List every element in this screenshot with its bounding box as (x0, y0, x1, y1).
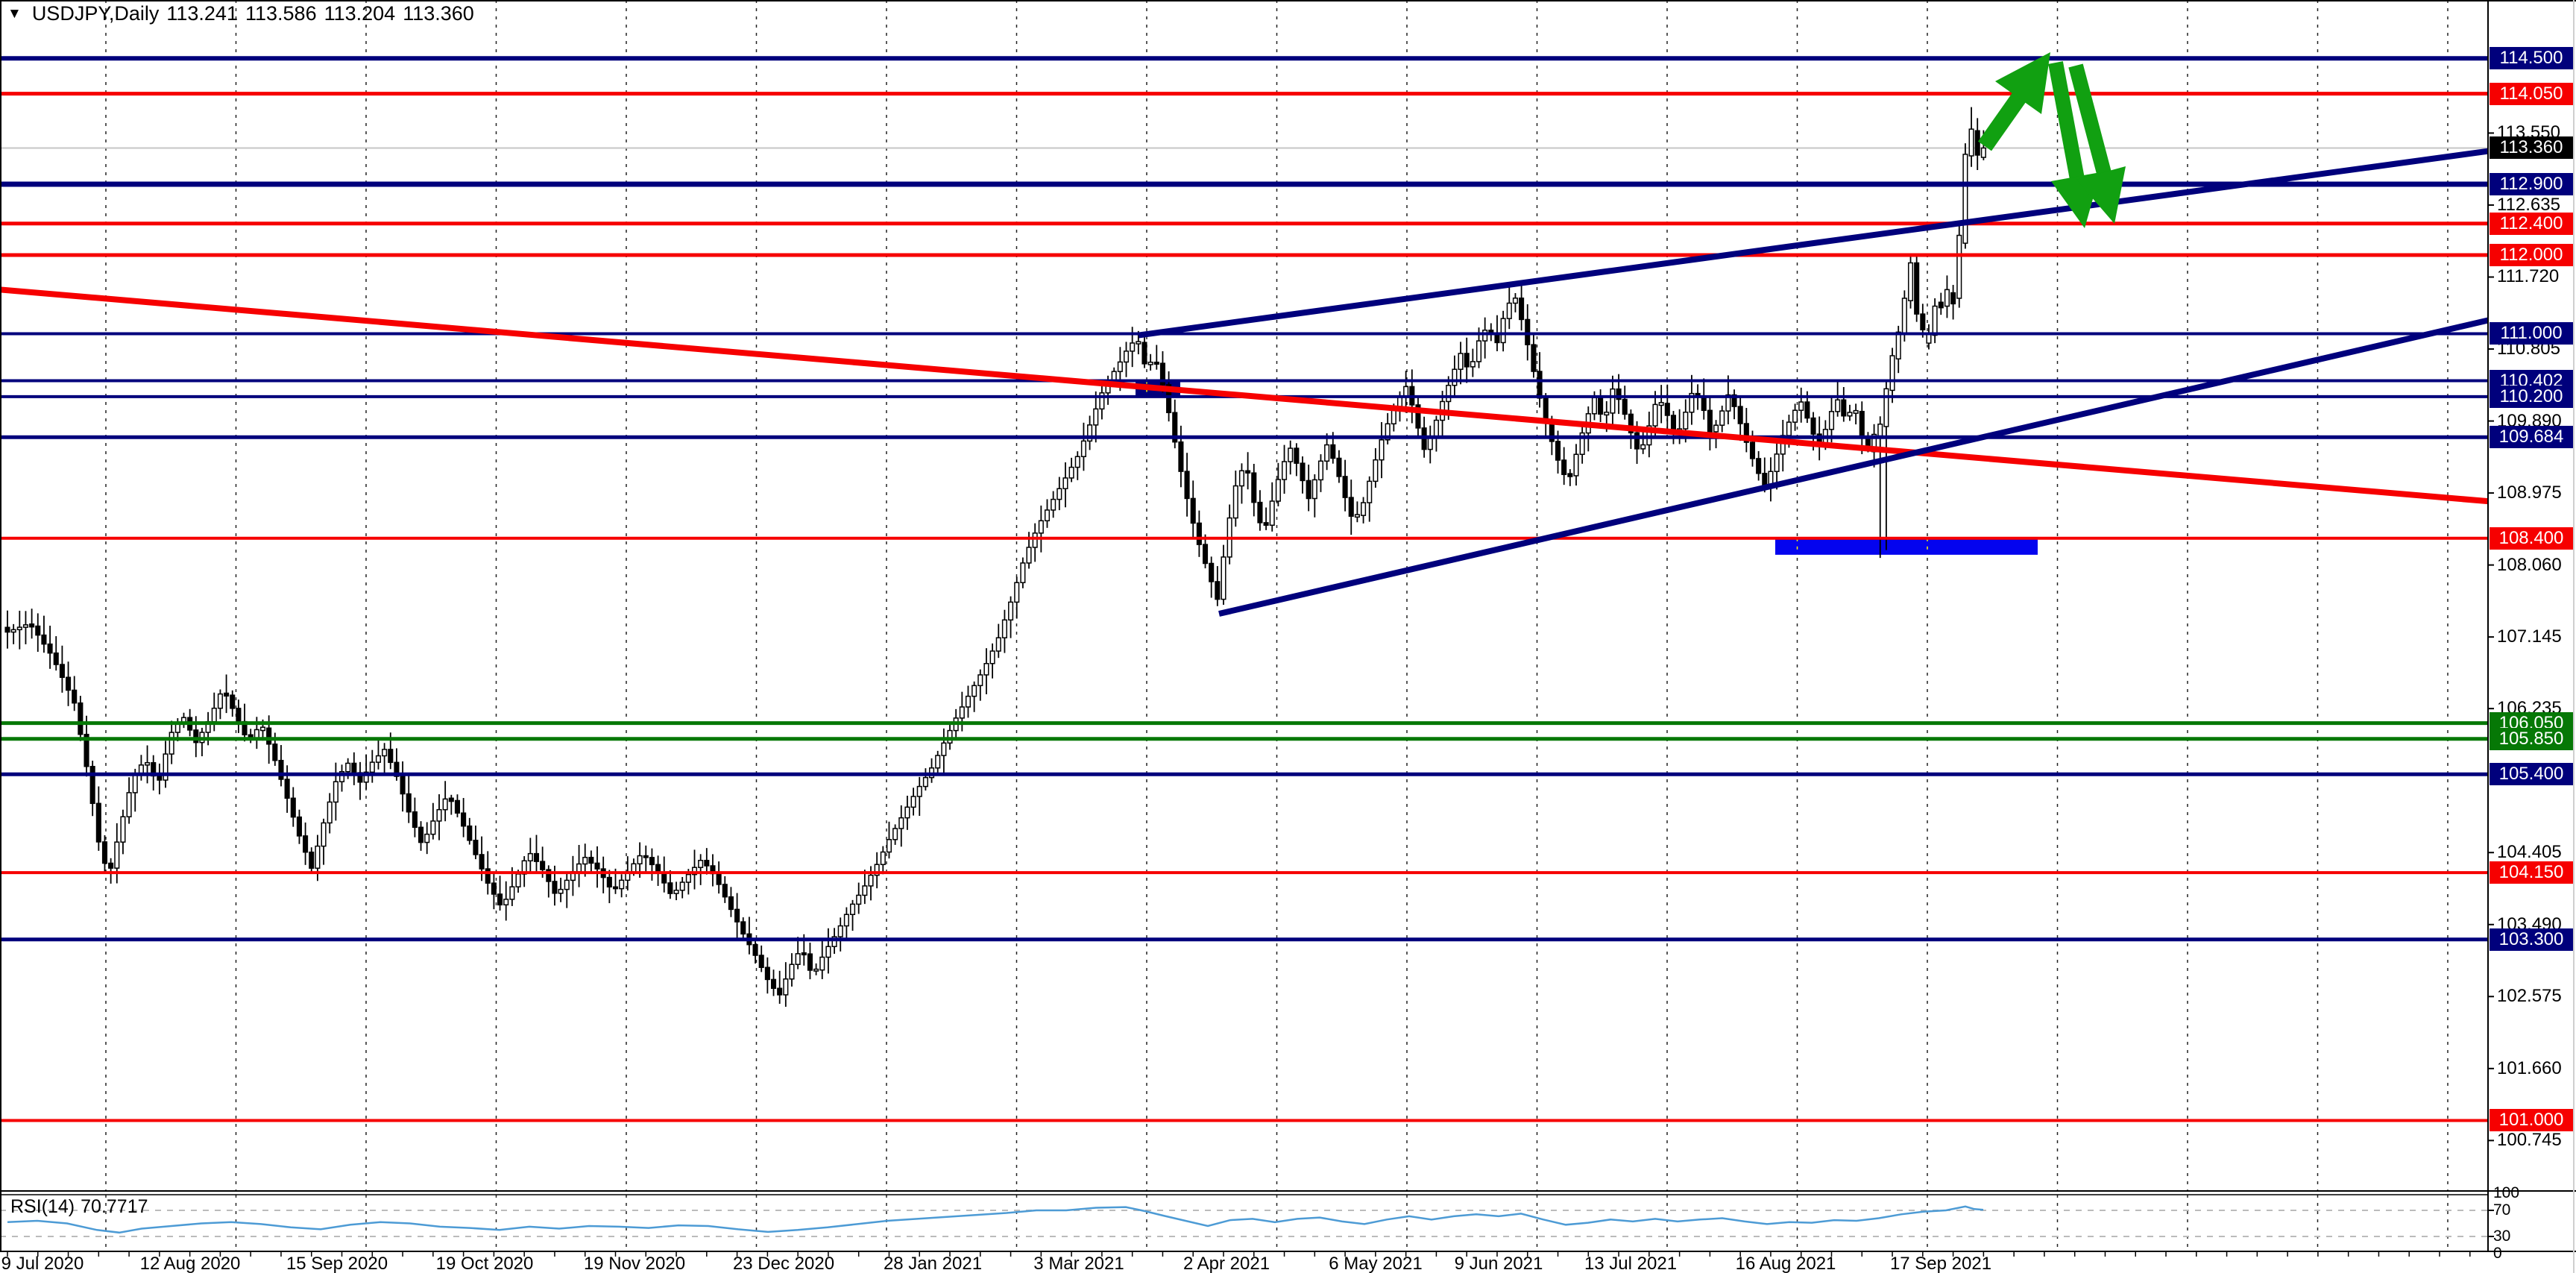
rsi-scale-label: 0 (2493, 1245, 2502, 1262)
price-tick-label: 108.975 (2497, 483, 2562, 503)
arrow-up-head[interactable] (1995, 52, 2050, 114)
date-label: 19 Nov 2020 (583, 1254, 686, 1273)
date-label: 17 Sep 2021 (1889, 1254, 1992, 1273)
ohlc-high: 113.586 (245, 2, 317, 25)
arrow-down-2-shaft[interactable] (2068, 63, 2111, 175)
ohlc-open: 113.241 (166, 2, 238, 25)
horizontal-levels (0, 56, 2488, 1122)
arrow-up-shaft[interactable] (1978, 88, 2029, 151)
vertical-gridlines (105, 0, 2449, 1251)
date-label: 19 Oct 2020 (435, 1254, 534, 1273)
rsi-name: RSI(14) (10, 1196, 75, 1217)
level-price-label: 111.000 (2490, 322, 2573, 345)
price-tick-label: 101.660 (2497, 1057, 2562, 1078)
date-label: 9 Jun 2021 (1454, 1254, 1543, 1273)
date-label: 3 Mar 2021 (1033, 1254, 1124, 1273)
rsi-line (7, 1205, 1984, 1234)
level-price-label: 105.850 (2490, 727, 2573, 750)
wedge-upper-trendline[interactable] (1138, 148, 2489, 339)
level-price-label: 108.400 (2490, 527, 2573, 550)
date-label: 23 Dec 2020 (732, 1254, 835, 1273)
price-tick-label: 107.145 (2497, 626, 2562, 647)
axis-ticks (7, 132, 2494, 1257)
level-price-label: 109.684 (2490, 426, 2573, 449)
date-label: 16 Aug 2021 (1735, 1254, 1836, 1273)
green-arrow-annotation[interactable] (1978, 52, 2126, 228)
arrow-down-2-head[interactable] (2076, 166, 2126, 224)
rsi-scale-label: 30 (2493, 1228, 2511, 1245)
level-price-label: 101.000 (2490, 1109, 2573, 1132)
chart-symbol-period: USDJPY,Daily (31, 2, 160, 25)
price-tick-label: 108.060 (2497, 554, 2562, 575)
price-tick-label: 112.635 (2497, 194, 2560, 215)
wedge-lower-trendline[interactable] (1218, 317, 2489, 617)
price-tick-label: 111.720 (2497, 266, 2560, 287)
rsi-value: 70.7717 (81, 1196, 148, 1217)
level-price-label: 112.000 (2490, 243, 2573, 266)
date-label: 28 Jan 2021 (883, 1254, 983, 1273)
level-price-label: 110.200 (2490, 385, 2573, 408)
current-price-label: 113.360 (2490, 136, 2573, 160)
level-price-label: 104.150 (2490, 861, 2573, 884)
date-label: 12 Aug 2020 (139, 1254, 241, 1273)
rsi-indicator-label: RSI(14) 70.7717 (10, 1196, 154, 1218)
date-label: 9 Jul 2020 (1, 1254, 84, 1273)
level-price-label: 114.500 (2490, 47, 2573, 70)
chart-header: ▼ USDJPY,Daily 113.241 113.586 113.204 113.36… (7, 2, 482, 25)
date-label: 13 Jul 2021 (1584, 1254, 1678, 1273)
level-price-label: 105.400 (2490, 763, 2573, 786)
level-price-label: 112.400 (2490, 212, 2573, 235)
rsi-scale-label: 70 (2493, 1201, 2511, 1219)
level-price-label: 114.050 (2490, 82, 2573, 105)
descending-red-trendline[interactable] (0, 286, 2489, 505)
level-price-label: 103.300 (2490, 928, 2573, 951)
rsi-scale-label: 100 (2493, 1184, 2520, 1201)
date-label: 6 May 2021 (1329, 1254, 1423, 1273)
symbol-dropdown-icon[interactable]: ▼ (7, 6, 22, 22)
price-tick-label: 100.745 (2497, 1130, 2562, 1151)
date-label: 15 Sep 2020 (286, 1254, 388, 1273)
price-tick-label: 104.405 (2497, 842, 2562, 863)
arrow-down-1-shaft[interactable] (2048, 61, 2085, 180)
level-price-label: 112.900 (2490, 173, 2573, 195)
demand-zone-box[interactable] (1775, 538, 2038, 555)
ohlc-low: 113.204 (324, 2, 396, 25)
ohlc-close: 113.360 (403, 2, 474, 25)
date-label: 2 Apr 2021 (1182, 1254, 1270, 1273)
price-tick-label: 102.575 (2497, 986, 2562, 1007)
